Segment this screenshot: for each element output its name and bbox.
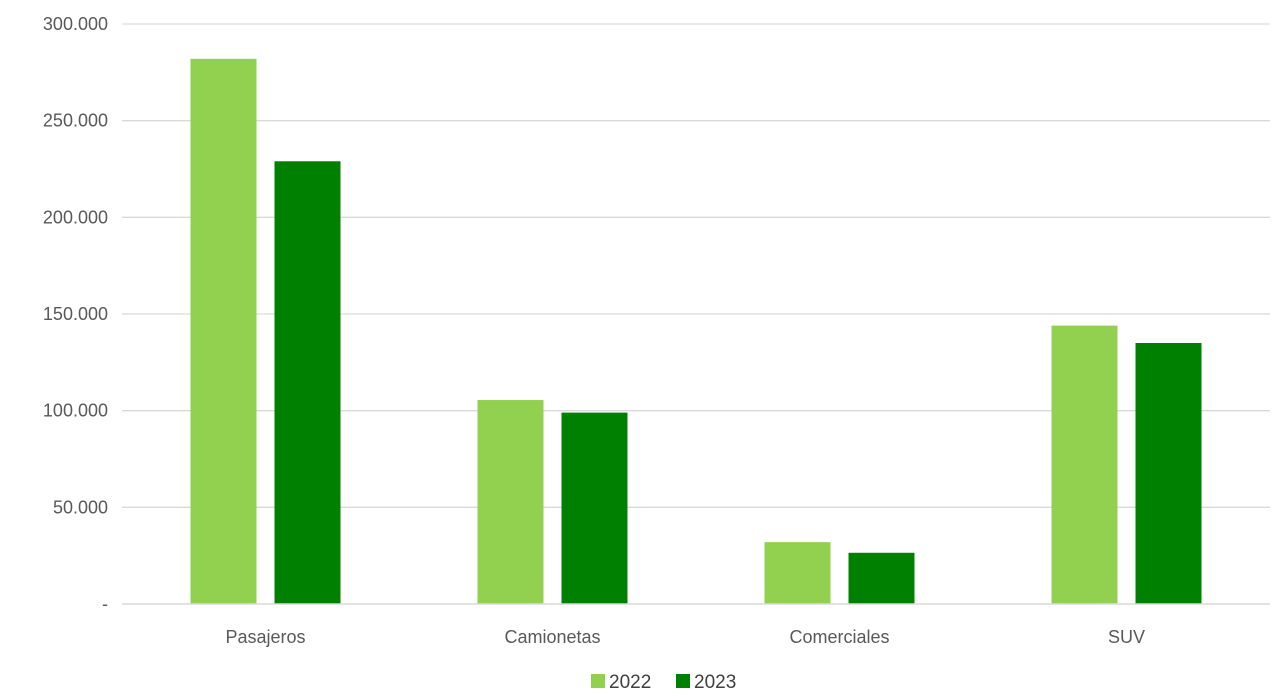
bar-2023-suv bbox=[1135, 343, 1202, 604]
legend-label-2023: 2023 bbox=[694, 672, 736, 693]
legend-swatch-2023 bbox=[676, 674, 690, 688]
bar-2022-suv bbox=[1051, 325, 1118, 604]
bar-2023-comerciales bbox=[848, 552, 915, 604]
legend-label-2022: 2022 bbox=[609, 672, 651, 693]
y-tick-label: 250.000 bbox=[43, 111, 108, 131]
bar-2023-pasajeros bbox=[274, 161, 341, 604]
y-axis-tick-labels: - 50.000 100.000 150.000 200.000 250.000 300.0… bbox=[43, 14, 108, 614]
x-tick-label: Comerciales bbox=[789, 627, 889, 647]
x-tick-label: SUV bbox=[1108, 627, 1145, 647]
bar-2022-comerciales bbox=[764, 542, 831, 604]
legend: 2022 2023 bbox=[591, 672, 736, 693]
x-tick-label: Pasajeros bbox=[225, 627, 305, 647]
bars bbox=[190, 58, 1202, 605]
x-axis-tick-labels: Pasajeros Camionetas Comerciales SUV bbox=[225, 627, 1145, 647]
y-tick-label: - bbox=[102, 594, 108, 614]
y-tick-label: 200.000 bbox=[43, 207, 108, 227]
y-tick-label: 300.000 bbox=[43, 14, 108, 34]
y-tick-label: 50.000 bbox=[53, 497, 108, 517]
bar-2023-camionetas bbox=[561, 412, 628, 604]
y-tick-label: 100.000 bbox=[43, 401, 108, 421]
y-tick-label: 150.000 bbox=[43, 304, 108, 324]
legend-swatch-2022 bbox=[591, 674, 605, 688]
x-tick-label: Camionetas bbox=[504, 627, 600, 647]
bar-2022-pasajeros bbox=[190, 58, 257, 605]
bar-2022-camionetas bbox=[477, 400, 544, 604]
